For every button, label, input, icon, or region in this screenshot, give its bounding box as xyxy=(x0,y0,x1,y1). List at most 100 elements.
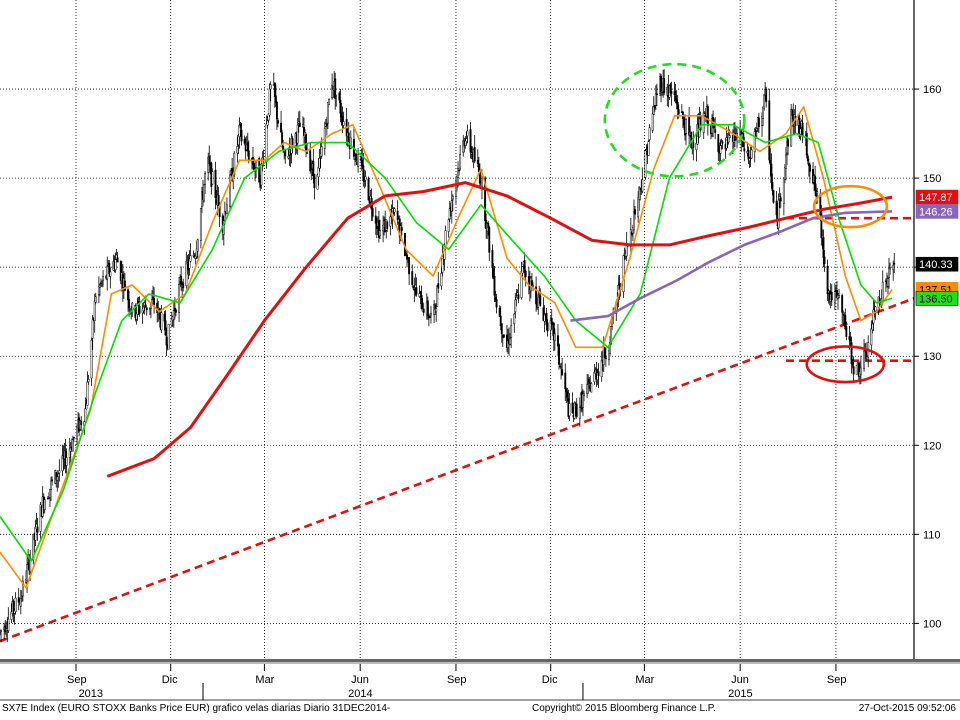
candle-down xyxy=(134,304,137,318)
candle-up xyxy=(750,149,753,159)
candle-up xyxy=(129,309,132,311)
candle-down xyxy=(559,365,562,368)
candle-down xyxy=(128,299,131,309)
candle-up xyxy=(457,167,459,178)
candle-up xyxy=(255,160,258,168)
candle-down xyxy=(487,222,490,229)
y-tick-label: 120 xyxy=(923,440,941,452)
candle-up xyxy=(57,473,60,477)
candle-down xyxy=(527,276,530,283)
candle-up xyxy=(26,564,29,582)
candle-up xyxy=(783,167,786,180)
candle-up xyxy=(863,350,865,369)
candle-down xyxy=(772,190,775,203)
candle-down xyxy=(535,286,538,305)
candle-up xyxy=(301,124,304,128)
candle-up xyxy=(513,313,516,325)
candle-down xyxy=(163,313,166,322)
candle-up xyxy=(838,295,840,298)
candle-down xyxy=(214,169,217,199)
candle-down xyxy=(550,317,553,325)
candle-down xyxy=(670,91,673,94)
candle-up xyxy=(755,128,758,131)
candle-up xyxy=(436,285,439,307)
x-tick-label: Jun xyxy=(731,674,749,686)
candle-up xyxy=(7,618,10,631)
footer-timestamp: 27-Oct-2015 09:52:06 xyxy=(858,703,956,714)
candle-up xyxy=(622,255,625,292)
x-axis-bar-shade xyxy=(0,662,960,664)
candle-up xyxy=(364,176,367,181)
candle-down xyxy=(822,237,825,258)
candle-up xyxy=(94,296,97,303)
candle-down xyxy=(51,479,54,482)
candle-up xyxy=(203,184,205,202)
candle-down xyxy=(484,177,487,221)
candle-down xyxy=(546,322,549,332)
candle-down xyxy=(558,344,560,365)
candle-down xyxy=(422,308,425,313)
candle-down xyxy=(334,78,337,99)
candle-up xyxy=(342,121,345,126)
candle-down xyxy=(769,159,772,165)
candle-up xyxy=(777,199,780,229)
candle-down xyxy=(284,149,287,157)
candle-down xyxy=(80,420,83,425)
candle-up xyxy=(703,113,706,116)
candle-up xyxy=(265,123,268,162)
candle-up xyxy=(43,499,46,511)
candle-down xyxy=(524,270,527,277)
candle-up xyxy=(647,141,650,156)
year-label: 2015 xyxy=(728,688,752,700)
candle-up xyxy=(204,173,207,185)
candle-up xyxy=(651,113,654,131)
candle-down xyxy=(557,335,559,347)
candle-up xyxy=(49,488,51,498)
candle-down xyxy=(408,257,411,275)
candle-down xyxy=(476,159,479,164)
candle-up xyxy=(318,157,321,169)
candle-down xyxy=(634,209,636,215)
candle-up xyxy=(586,384,589,395)
candle-up xyxy=(633,211,635,231)
year-label: 2013 xyxy=(79,688,103,700)
candle-up xyxy=(753,131,756,153)
candle-down xyxy=(663,78,666,94)
candle-up xyxy=(520,271,523,298)
x-tick-label: Jun xyxy=(351,674,369,686)
candle-up xyxy=(233,152,236,176)
candle-down xyxy=(367,178,370,201)
price-tag-box xyxy=(915,256,959,272)
candle-up xyxy=(859,367,862,375)
candle-up xyxy=(447,219,450,232)
candle-up xyxy=(578,407,581,420)
candle-down xyxy=(677,109,680,115)
candle-up xyxy=(98,284,101,288)
candle-down xyxy=(523,260,526,273)
candle-up xyxy=(644,150,647,178)
candle-down xyxy=(713,125,716,129)
candle-up xyxy=(583,393,585,397)
candle-up xyxy=(131,302,134,313)
candle-up xyxy=(466,130,469,137)
candle-down xyxy=(247,150,250,161)
candle-up xyxy=(728,135,731,138)
candle-up xyxy=(269,84,272,90)
candle-up xyxy=(160,312,163,331)
candle-up xyxy=(763,94,766,110)
candle-up xyxy=(641,179,644,192)
candle-up xyxy=(109,271,112,277)
candle-down xyxy=(787,139,789,147)
candle-up xyxy=(648,127,651,140)
candle-down xyxy=(564,372,567,390)
candle-down xyxy=(36,526,39,533)
candle-up xyxy=(871,323,874,331)
candle-up xyxy=(268,88,271,116)
candle-down xyxy=(12,600,15,613)
candle-down xyxy=(138,305,141,314)
candle-up xyxy=(889,267,892,270)
trendlines xyxy=(0,216,915,643)
candle-down xyxy=(17,597,20,603)
candle-up xyxy=(568,403,571,417)
candle-down xyxy=(396,210,399,220)
